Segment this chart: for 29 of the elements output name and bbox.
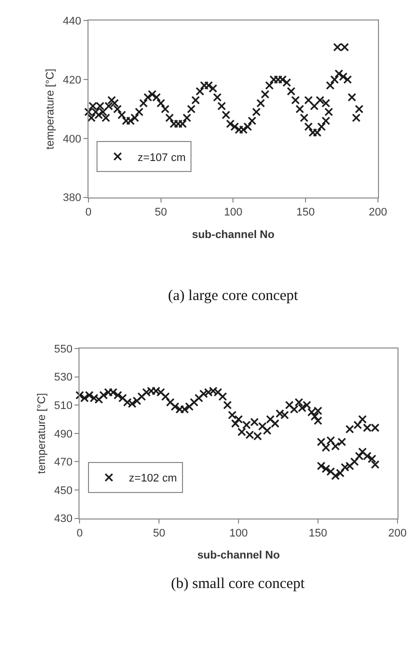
y-tick-label: 530 xyxy=(54,372,73,384)
text: (b) small core concept xyxy=(171,576,306,592)
y-tick-label: 430 xyxy=(54,513,73,526)
x-axis-title: sub-channel No xyxy=(197,550,280,562)
y-tick-label: 510 xyxy=(54,400,73,412)
x-tick-label: 0 xyxy=(76,528,83,540)
text: (a) large core concept xyxy=(168,288,299,304)
x-axis-title: sub-channel No xyxy=(192,228,275,241)
y-tick-label: 470 xyxy=(54,456,73,469)
y-tick-label: 420 xyxy=(62,74,82,86)
x-tick-label: 0 xyxy=(85,206,92,219)
y-tick-label: 400 xyxy=(62,133,82,146)
y-tick-label: 440 xyxy=(62,16,82,28)
x-tick-label: 150 xyxy=(296,206,315,219)
x-tick-label: 50 xyxy=(154,206,167,219)
y-axis-title: temperature [°C] xyxy=(44,68,57,150)
y-tick-label: 380 xyxy=(62,192,82,204)
y-axis-title: temperature [°C] xyxy=(36,392,48,474)
x-tick-label: 200 xyxy=(368,206,388,219)
y-tick-label: 490 xyxy=(54,428,73,440)
x-tick-label: 100 xyxy=(229,528,248,540)
legend-label: z=107 cm xyxy=(138,152,186,164)
x-tick-label: 200 xyxy=(388,528,407,540)
x-tick-label: 100 xyxy=(224,206,242,219)
x-tick-label: 150 xyxy=(308,528,328,540)
y-tick-label: 550 xyxy=(54,343,73,356)
x-tick-label: 50 xyxy=(153,528,166,540)
y-tick-label: 450 xyxy=(54,484,73,497)
legend-label: z=102 cm xyxy=(128,472,177,485)
